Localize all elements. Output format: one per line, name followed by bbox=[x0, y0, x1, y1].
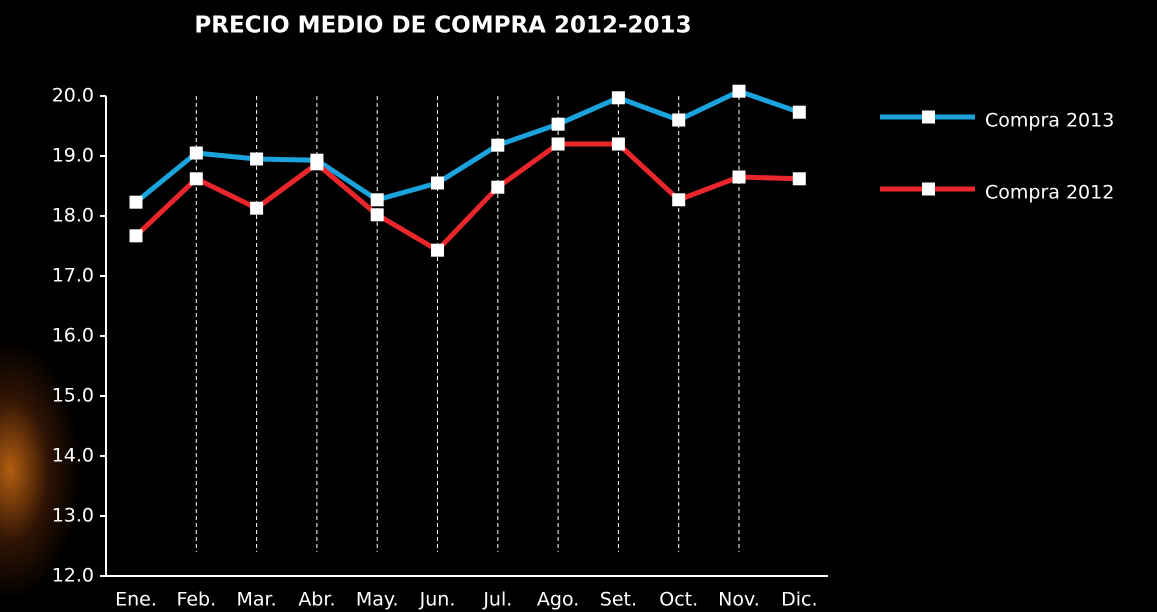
data-point bbox=[551, 117, 565, 131]
data-point bbox=[250, 201, 264, 215]
chart-title: PRECIO MEDIO DE COMPRA 2012-2013 bbox=[194, 13, 691, 39]
data-point bbox=[611, 91, 625, 105]
data-point bbox=[129, 229, 143, 243]
x-tick-label: Ago. bbox=[537, 589, 579, 611]
x-tick-label: Jun. bbox=[419, 589, 456, 611]
data-point bbox=[129, 195, 143, 209]
data-point bbox=[189, 146, 203, 160]
x-tick-label: Set. bbox=[600, 589, 637, 611]
y-tick-label: 19.0 bbox=[52, 145, 94, 167]
x-tick-label: Jul. bbox=[482, 589, 512, 611]
data-point bbox=[792, 105, 806, 119]
legend-marker bbox=[922, 110, 935, 124]
data-point bbox=[672, 113, 686, 127]
series-line bbox=[134, 141, 800, 253]
x-tick-label: Ene. bbox=[115, 589, 157, 611]
data-point bbox=[732, 170, 746, 184]
x-tick-label: Feb. bbox=[176, 589, 216, 611]
series-line bbox=[134, 88, 801, 205]
x-tick-label: Nov. bbox=[718, 589, 760, 611]
x-tick-label: Oct. bbox=[659, 589, 698, 611]
data-point bbox=[370, 193, 384, 207]
y-tick-label: 14.0 bbox=[52, 445, 94, 467]
data-point bbox=[732, 84, 746, 98]
data-point bbox=[431, 176, 444, 190]
data-point bbox=[551, 137, 565, 151]
y-tick-label: 17.0 bbox=[52, 265, 94, 287]
x-tick-label: Dic. bbox=[781, 589, 817, 611]
legend-label: Compra 2013 bbox=[985, 110, 1114, 132]
x-tick-label: May. bbox=[356, 589, 399, 611]
data-point bbox=[792, 172, 806, 186]
y-tick-label: 18.0 bbox=[52, 205, 94, 227]
x-tick-label: Mar. bbox=[237, 589, 277, 611]
data-point bbox=[431, 243, 444, 257]
data-point bbox=[672, 193, 686, 207]
data-point bbox=[310, 157, 324, 171]
y-tick-label: 16.0 bbox=[52, 325, 94, 347]
data-point bbox=[250, 152, 264, 166]
data-point bbox=[370, 208, 384, 222]
x-tick-label: Abr. bbox=[298, 589, 335, 611]
legend-marker bbox=[922, 182, 935, 196]
legend-label: Compra 2012 bbox=[985, 182, 1114, 204]
data-point bbox=[611, 137, 625, 151]
y-tick-label: 15.0 bbox=[52, 385, 94, 407]
data-point bbox=[491, 180, 505, 194]
data-point bbox=[189, 172, 203, 186]
y-tick-label: 12.0 bbox=[52, 565, 94, 587]
data-point bbox=[491, 138, 505, 152]
y-tick-label: 20.0 bbox=[52, 85, 94, 107]
y-tick-label: 13.0 bbox=[52, 505, 94, 527]
